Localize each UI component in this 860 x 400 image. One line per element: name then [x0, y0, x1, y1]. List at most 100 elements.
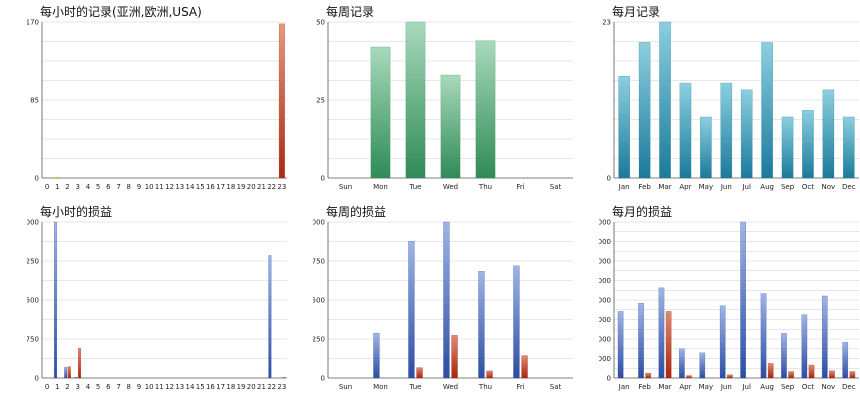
- hourly-records-y-tick-label: 0: [35, 175, 39, 183]
- weekly-pnl-title: 每周的损益: [326, 205, 387, 219]
- weekly-records-title: 每周记录: [326, 5, 375, 19]
- weekly-pnl-bar-s0-fri: [513, 265, 520, 379]
- weekly-pnl-bar-s1-tue: [416, 367, 423, 379]
- monthly-pnl-bar-s1-dec: [849, 371, 856, 379]
- monthly-records-x-tick-label-oct: Oct: [802, 183, 814, 191]
- weekly-pnl-bar-s0-thu: [478, 271, 485, 379]
- monthly-records-x-tick-label-jan: Jan: [618, 183, 630, 191]
- monthly-records-bar-s0-dec: [842, 116, 855, 179]
- monthly-pnl-x-tick-label-jun: Jun: [720, 383, 732, 391]
- hourly-pnl-bar-s0-22: [268, 255, 272, 379]
- hourly-pnl-y-tick-label: 136750: [27, 336, 39, 344]
- weekly-records-x-tick-label-wed: Wed: [443, 183, 458, 191]
- hourly-pnl-x-tick-label-6: 6: [106, 383, 111, 391]
- hourly-records-x-tick-label-3: 3: [75, 183, 79, 191]
- monthly-pnl-y-tick-label: 192000: [599, 219, 611, 227]
- monthly-records-x-tick-label-may: May: [699, 183, 713, 191]
- monthly-pnl-bar-s0-jan: [617, 311, 624, 379]
- monthly-pnl-bar-s1-aug: [767, 363, 774, 379]
- weekly-records-y-tick-label: 0: [321, 175, 325, 183]
- hourly-pnl-x-tick-label-22: 22: [267, 383, 276, 391]
- hourly-records-x-tick-label-17: 17: [216, 183, 225, 191]
- monthly-records-bar-s0-feb: [638, 42, 651, 179]
- weekly-pnl-x-tick-label-sun: Sun: [339, 383, 352, 391]
- monthly-pnl-bar-s0-nov: [821, 295, 828, 379]
- monthly-records-bar-s0-sep: [781, 116, 794, 179]
- hourly-pnl-x-tick-label-12: 12: [165, 383, 174, 391]
- monthly-pnl-x-tick-label-aug: Aug: [760, 383, 774, 391]
- monthly-records-x-tick-label-jul: Jul: [741, 183, 751, 191]
- monthly-pnl-x-tick-label-sep: Sep: [781, 383, 795, 391]
- hourly-records-x-tick-label-19: 19: [237, 183, 246, 191]
- weekly-records-panel: 每周记录 0 25 50 Sun Mon Tue Wed Thu Fri Sat: [313, 0, 599, 200]
- monthly-pnl-bar-s0-feb: [638, 303, 644, 379]
- monthly-records-bar-s0-mar: [659, 21, 671, 179]
- monthly-pnl-y-tick-label: 144000: [599, 258, 611, 266]
- hourly-pnl-x-tick-label-9: 9: [137, 383, 141, 391]
- hourly-records-x-tick-label-2: 2: [65, 183, 69, 191]
- monthly-records-y-tick-label: 0: [607, 175, 611, 183]
- monthly-records-x-tick-label-mar: Mar: [658, 183, 671, 191]
- hourly-pnl-x-tick-label-20: 20: [247, 383, 256, 391]
- monthly-records-bar-s0-apr: [679, 82, 692, 179]
- monthly-pnl-bar-s0-may: [699, 352, 706, 379]
- hourly-pnl-x-tick-label-21: 21: [257, 383, 266, 391]
- monthly-pnl-x-tick-label-feb: Feb: [638, 383, 651, 391]
- hourly-records-panel: 每小时的记录(亚洲,欧洲,USA) 0 85 170 0 1 2 3 4 5 6 7 8 9 10 11 12…: [27, 0, 313, 200]
- hourly-pnl-x-tick-label-17: 17: [216, 383, 225, 391]
- monthly-pnl-x-tick-label-nov: Nov: [822, 383, 836, 391]
- monthly-pnl-bar-s0-jul: [740, 221, 746, 379]
- weekly-records-x-tick-label-fri: Fri: [516, 183, 524, 191]
- hourly-pnl-x-tick-label-14: 14: [186, 383, 195, 391]
- hourly-pnl-x-tick-label-2: 2: [65, 383, 69, 391]
- monthly-pnl-x-tick-label-jul: Jul: [741, 383, 751, 391]
- hourly-pnl-bar-s0-3: [74, 376, 78, 379]
- monthly-pnl-bar-s1-mar: [665, 311, 672, 379]
- monthly-pnl-x-tick-label-oct: Oct: [802, 383, 814, 391]
- weekly-pnl-x-tick-label-sat: Sat: [550, 383, 562, 391]
- monthly-records-x-tick-label-jun: Jun: [720, 183, 732, 191]
- hourly-pnl-y-tick-label: 273500: [27, 297, 39, 305]
- weekly-records-y-tick-label: 50: [316, 19, 325, 27]
- monthly-records-bar-s0-jul: [740, 89, 753, 179]
- monthly-pnl-bar-s0-aug: [760, 293, 767, 379]
- hourly-pnl-title: 每小时的损益: [40, 205, 113, 219]
- monthly-pnl-x-tick-label-apr: Apr: [679, 383, 691, 391]
- weekly-records-y-tick-label: 25: [316, 97, 325, 105]
- monthly-pnl-x-tick-label-may: May: [699, 383, 713, 391]
- monthly-pnl-panel: 每月的损益 0 24000 48000 72000 96000 120000 144000 1…: [599, 200, 860, 400]
- hourly-pnl-x-tick-label-16: 16: [206, 383, 215, 391]
- hourly-records-x-tick-label-11: 11: [155, 183, 164, 191]
- weekly-pnl-y-tick-label: 142500: [313, 297, 325, 305]
- hourly-records-title: 每小时的记录(亚洲,欧洲,USA): [40, 5, 202, 19]
- monthly-pnl-bar-s1-oct: [808, 364, 815, 379]
- weekly-pnl-x-tick-label-fri: Fri: [516, 383, 524, 391]
- monthly-pnl-y-tick-label: 72000: [599, 316, 611, 324]
- hourly-pnl-x-tick-label-15: 15: [196, 383, 205, 391]
- hourly-pnl-y-tick-label: 410250: [27, 258, 39, 266]
- hourly-records-y-tick-label: 170: [27, 19, 39, 27]
- hourly-records-x-tick-label-12: 12: [165, 183, 174, 191]
- hourly-pnl-x-tick-label-3: 3: [75, 383, 79, 391]
- hourly-pnl-x-tick-label-0: 0: [45, 383, 49, 391]
- monthly-pnl-bar-s0-mar: [658, 287, 665, 379]
- monthly-records-x-tick-label-aug: Aug: [760, 183, 774, 191]
- hourly-pnl-x-tick-label-10: 10: [145, 383, 154, 391]
- hourly-pnl-x-tick-label-5: 5: [96, 383, 100, 391]
- hourly-pnl-x-tick-label-23: 23: [277, 383, 286, 391]
- weekly-pnl-y-tick-label: 71250: [313, 336, 325, 344]
- hourly-records-x-tick-label-5: 5: [96, 183, 100, 191]
- hourly-records-x-tick-label-7: 7: [116, 183, 120, 191]
- monthly-records-bar-s0-jun: [720, 82, 733, 179]
- weekly-pnl-bar-s0-wed: [443, 221, 450, 379]
- weekly-records-x-tick-label-sat: Sat: [550, 183, 562, 191]
- hourly-pnl-y-tick-label: 547000: [27, 219, 39, 227]
- monthly-pnl-x-tick-label-dec: Dec: [842, 383, 856, 391]
- monthly-pnl-chart: 0 24000 48000 72000 96000 120000 144000 168000 1…: [599, 219, 859, 391]
- hourly-pnl-panel: 每小时的损益 013675027350041025054700001234567…: [27, 200, 313, 400]
- hourly-records-x-tick-label-15: 15: [196, 183, 205, 191]
- hourly-pnl-x-tick-label-1: 1: [55, 383, 59, 391]
- hourly-records-x-tick-label-9: 9: [137, 183, 141, 191]
- hourly-records-x-tick-label-16: 16: [206, 183, 215, 191]
